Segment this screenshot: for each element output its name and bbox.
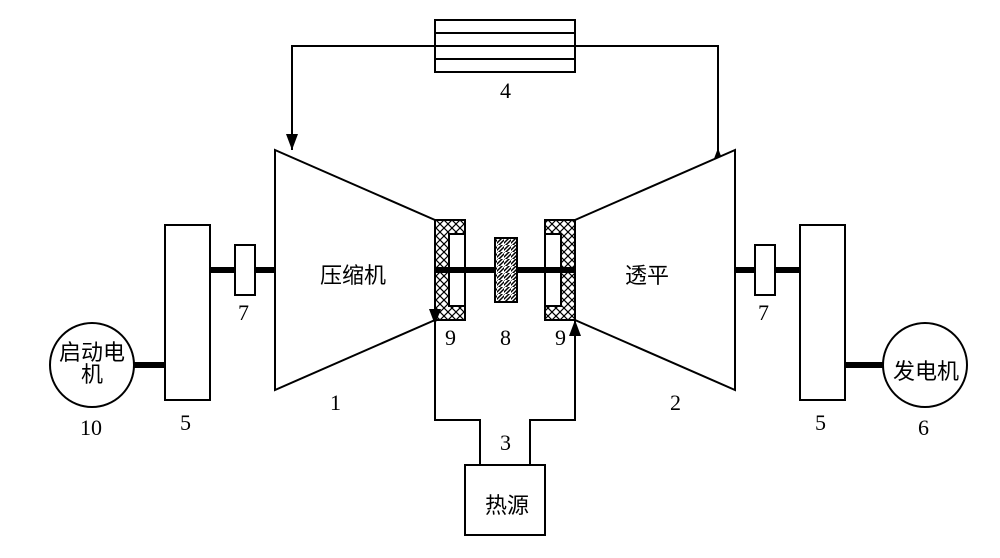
generator-label: 发电机	[893, 354, 959, 386]
num-9-left: 9	[445, 325, 456, 351]
pipe-cooler-to-compressor	[292, 46, 435, 150]
coupling-right	[755, 245, 775, 295]
num-7-right: 7	[758, 300, 769, 326]
pipe-comp-to-heat	[435, 320, 480, 465]
num-1: 1	[330, 390, 341, 416]
num-8: 8	[500, 325, 511, 351]
num-2: 2	[670, 390, 681, 416]
turbine-label: 透平	[625, 258, 669, 290]
coupling-left	[235, 245, 255, 295]
heat-source-label: 热源	[485, 488, 529, 520]
compressor-label: 压缩机	[320, 258, 386, 290]
num-10: 10	[80, 415, 102, 441]
num-5-right: 5	[815, 410, 826, 436]
pipe-heat-to-turb	[530, 320, 575, 465]
num-4: 4	[500, 78, 511, 104]
num-3: 3	[500, 430, 511, 456]
cooler	[435, 20, 575, 72]
num-6: 6	[918, 415, 929, 441]
pipe-turbine-to-cooler	[575, 46, 718, 150]
starter-motor-label: 启动电机	[50, 342, 134, 386]
gearbox-left-tall	[165, 225, 210, 400]
gearbox-right-tall	[800, 225, 845, 400]
num-5-left: 5	[180, 410, 191, 436]
middle-block	[495, 238, 517, 302]
num-7-left: 7	[238, 300, 249, 326]
num-9-right: 9	[555, 325, 566, 351]
